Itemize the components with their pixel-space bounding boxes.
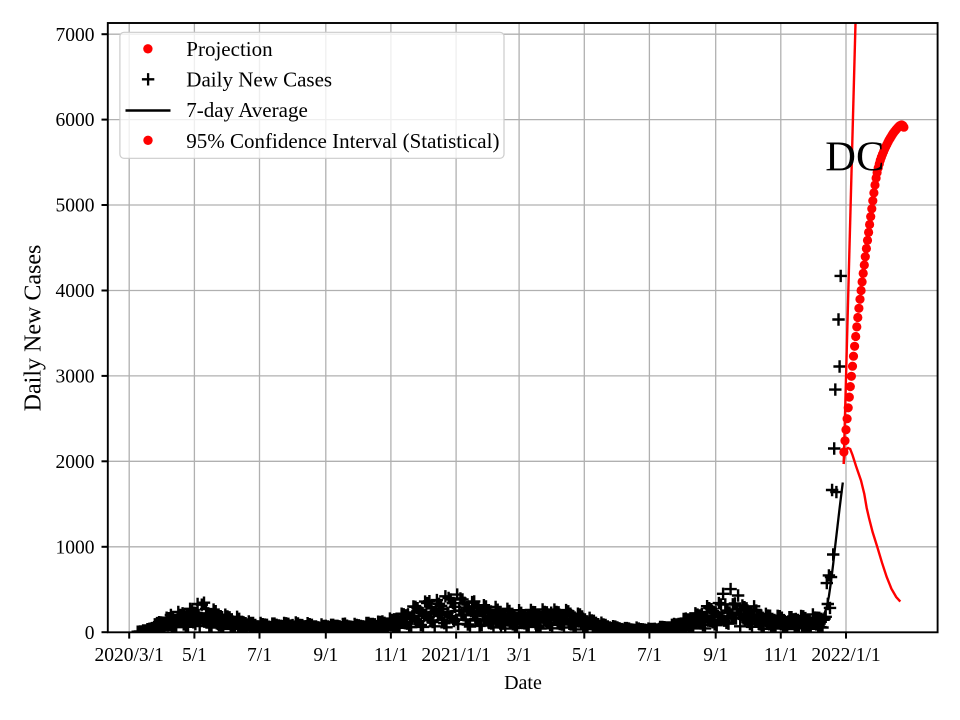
svg-text:4000: 4000 xyxy=(56,281,95,302)
svg-text:0: 0 xyxy=(85,623,95,644)
svg-text:11/1: 11/1 xyxy=(374,645,408,666)
svg-text:9/1: 9/1 xyxy=(313,645,338,666)
svg-text:7-day Average: 7-day Average xyxy=(186,98,307,122)
svg-text:1000: 1000 xyxy=(56,537,95,558)
svg-text:5000: 5000 xyxy=(56,196,95,217)
svg-text:5/1: 5/1 xyxy=(182,645,207,666)
svg-text:Daily New Cases: Daily New Cases xyxy=(186,68,332,92)
svg-text:Projection: Projection xyxy=(186,37,273,61)
svg-text:3/1: 3/1 xyxy=(507,645,532,666)
svg-text:11/1: 11/1 xyxy=(764,645,798,666)
svg-text:2022/1/1: 2022/1/1 xyxy=(811,645,880,666)
svg-text:6000: 6000 xyxy=(56,110,95,131)
svg-text:DC: DC xyxy=(825,134,884,181)
svg-text:9/1: 9/1 xyxy=(703,645,728,666)
svg-text:2020/3/1: 2020/3/1 xyxy=(95,645,164,666)
svg-text:Daily New Cases: Daily New Cases xyxy=(20,245,46,412)
svg-text:7/1: 7/1 xyxy=(637,645,662,666)
svg-text:3000: 3000 xyxy=(56,367,95,388)
svg-text:2021/1/1: 2021/1/1 xyxy=(421,645,490,666)
svg-text:5/1: 5/1 xyxy=(572,645,597,666)
svg-text:95% Confidence Interval (Stati: 95% Confidence Interval (Statistical) xyxy=(186,129,499,153)
svg-text:7/1: 7/1 xyxy=(247,645,272,666)
svg-text:2000: 2000 xyxy=(56,452,95,473)
svg-text:Date: Date xyxy=(504,672,542,694)
svg-text:7000: 7000 xyxy=(56,25,95,46)
